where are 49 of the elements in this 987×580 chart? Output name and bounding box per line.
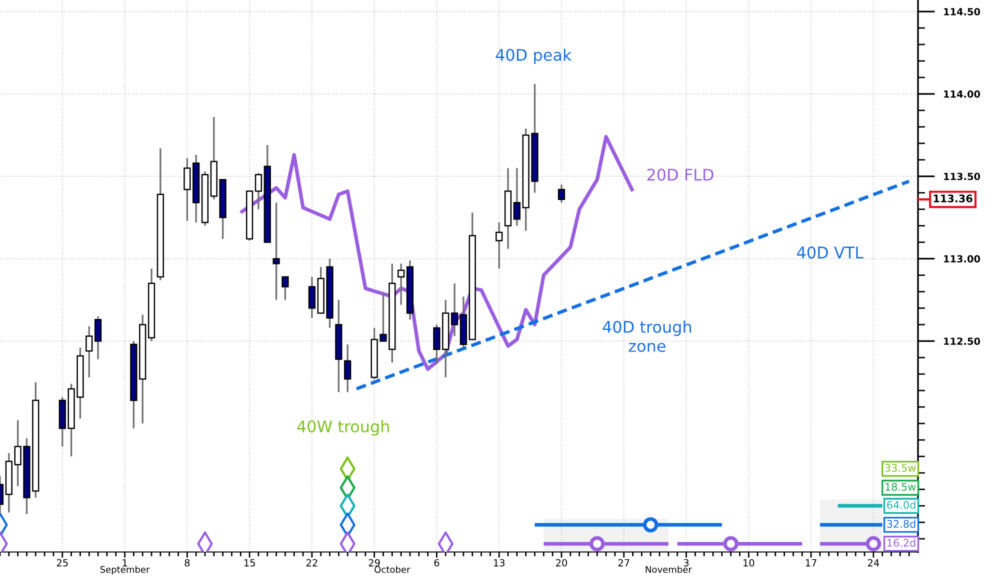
annotation: 40D peak: [496, 48, 572, 64]
y-tick-label: 113.50: [944, 172, 980, 180]
candlestick: [184, 157, 191, 222]
x2-tick-label: September: [100, 566, 150, 575]
point: [590, 536, 605, 552]
candlestick: [94, 316, 102, 360]
text: 18.5w: [886, 482, 916, 491]
x2-tick-label: October: [374, 566, 410, 573]
ref-line-label: 113.36: [934, 194, 972, 202]
annotation: 40W trough: [297, 420, 389, 436]
x-tick-label: 3: [684, 559, 689, 566]
x-tick-label: 29: [368, 559, 380, 566]
candlestick: [496, 222, 503, 270]
x-tick-label: 27: [618, 559, 630, 566]
x2-tick-label: November: [646, 566, 692, 573]
candlestick: [254, 172, 262, 210]
annotation: 40D VTL: [797, 246, 864, 259]
x-tick-label: 15: [244, 559, 255, 566]
point: [723, 536, 738, 552]
y-tick-label: 112.50: [944, 338, 980, 345]
x-tick-label: 17: [806, 559, 816, 566]
text: 33.5w: [885, 464, 916, 472]
y-tick-label: 114.50: [944, 8, 980, 16]
annotation: 40D trough zone: [602, 320, 691, 352]
candlestick: [513, 167, 520, 227]
candlestick: [450, 282, 458, 337]
candlestick: [398, 262, 405, 306]
candlestick: [282, 276, 289, 301]
text: 16.2d: [888, 538, 916, 547]
candlestick: [344, 344, 352, 393]
x-tick-label: 10: [744, 559, 754, 566]
x-tick-label: 22: [306, 559, 318, 566]
annotation: 20D FLD: [647, 168, 714, 181]
x-tick-label: 6: [434, 559, 440, 566]
x-tick-label: 13: [494, 559, 505, 566]
candlestick: [308, 276, 316, 319]
candlestick: [558, 184, 566, 204]
text: 32.8d: [887, 520, 916, 528]
x-tick-label: 20: [556, 559, 568, 566]
y-tick-label: 114.00: [944, 90, 980, 98]
candlestick: [272, 202, 280, 301]
y-tick-label: 113.00: [944, 255, 980, 263]
x-tick-label: 8: [184, 559, 190, 566]
x-tick-label: 25: [56, 559, 68, 566]
x-tick-label: 24: [868, 559, 880, 566]
text: 64.0d: [887, 500, 916, 509]
point: [643, 517, 658, 532]
x-tick-label: 1: [122, 559, 127, 566]
candlestick: [86, 325, 93, 378]
